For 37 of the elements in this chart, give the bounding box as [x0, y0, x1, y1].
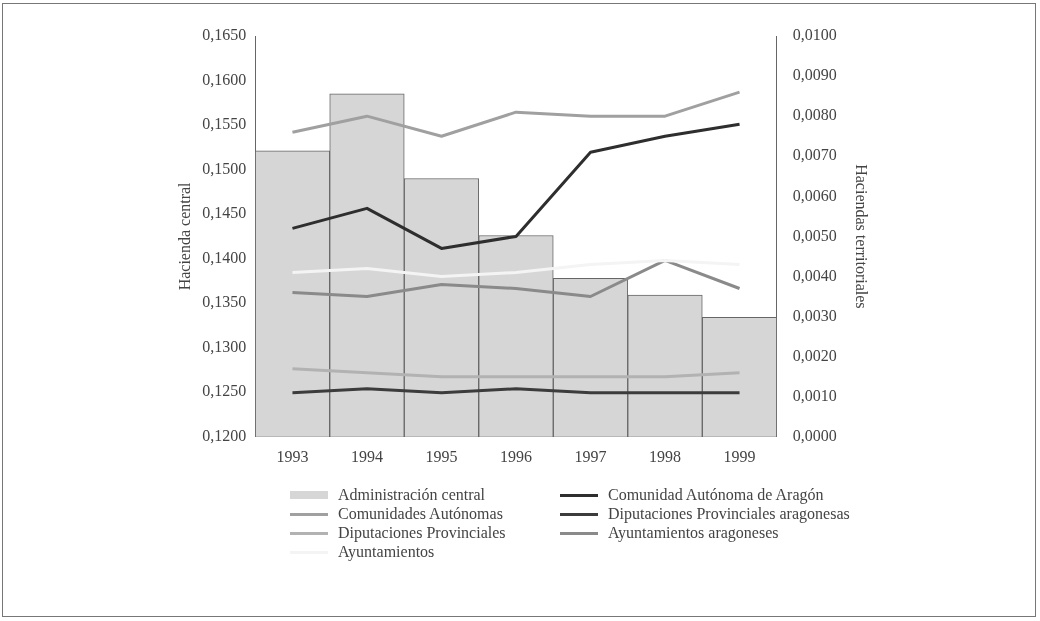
- y-tick-label: 0,1400: [202, 248, 247, 266]
- y-tick-label: 0,1200: [202, 427, 247, 444]
- x-tick-label: 1993: [276, 447, 309, 465]
- x-tick-label: 1994: [350, 447, 383, 465]
- x-tick-label: 1996: [500, 447, 532, 465]
- y2-tick-label: 0,0000: [792, 427, 837, 444]
- y2-axis-title: Haciendas territoriales: [853, 164, 871, 309]
- legend-label: Comunidades Autónomas: [338, 505, 503, 523]
- y2-tick-label: 0,0040: [792, 266, 837, 284]
- y-tick-label: 0,1550: [202, 115, 247, 133]
- y-axis-title: Hacienda central: [175, 181, 193, 291]
- y2-tick-label: 0,0050: [792, 226, 837, 244]
- y2-tick-label: 0,0010: [792, 386, 837, 404]
- legend-label: Comunidad Autónoma de Aragón: [608, 486, 824, 504]
- y2-tick-label: 0,0090: [792, 66, 837, 84]
- legend-label: Ayuntamientos aragoneses: [608, 524, 779, 542]
- y-tick-label: 0,1650: [202, 26, 247, 44]
- legend-label: Diputaciones Provinciales aragonesas: [608, 505, 850, 523]
- x-tick-label: 1999: [723, 447, 756, 465]
- y2-tick-label: 0,0020: [792, 346, 837, 364]
- y2-tick-label: 0,0070: [792, 146, 837, 164]
- legend-label: Administración central: [338, 486, 486, 504]
- y-tick-label: 0,1450: [202, 204, 247, 222]
- x-tick-label: 1995: [425, 447, 458, 465]
- y-tick-label: 0,1250: [202, 382, 247, 400]
- x-tick-label: 1998: [649, 447, 682, 465]
- y2-tick-label: 0,0080: [792, 106, 837, 124]
- y-tick-label: 0,1500: [202, 159, 247, 177]
- y-tick-label: 0,1600: [202, 70, 247, 88]
- y2-tick-label: 0,0060: [792, 186, 837, 204]
- legend-label: Diputaciones Provinciales: [338, 524, 506, 542]
- y-tick-label: 0,1350: [202, 293, 247, 311]
- y2-tick-label: 0,0030: [792, 306, 837, 324]
- legend-label: Ayuntamientos: [338, 543, 435, 561]
- x-tick-label: 1997: [574, 447, 607, 465]
- y2-tick-label: 0,0100: [792, 26, 837, 44]
- y-tick-label: 0,1300: [202, 337, 247, 355]
